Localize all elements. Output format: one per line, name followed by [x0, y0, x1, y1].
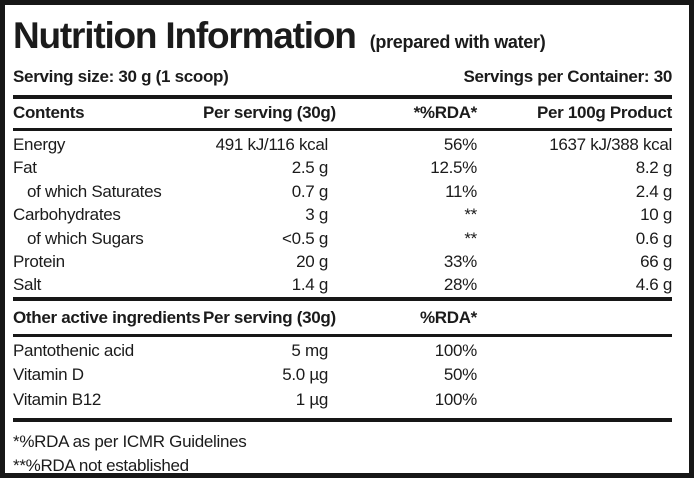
row-name: of which Sugars [27, 228, 144, 248]
table-row: Fat 2.5 g 12.5% 8.2 g [13, 156, 672, 179]
header-contents: Contents [13, 103, 85, 122]
header-per-100g: Per 100g Product [536, 103, 672, 122]
row-rda: 11% [445, 181, 477, 201]
row-name: of which Saturates [27, 181, 162, 201]
title-row: Nutrition Information (prepared with wat… [13, 15, 672, 63]
row-name: Pantothenic acid [13, 340, 134, 360]
row-name: Protein [13, 251, 65, 271]
section-divider [13, 418, 672, 423]
serving-row: Serving size: 30 g (1 scoop) Servings pe… [13, 65, 672, 89]
row-per-serving: 3 g [305, 205, 328, 225]
main-table-header: Contents Per serving (30g) *%RDA* Per 10… [13, 99, 672, 128]
table-row: Energy 491 kJ/116 kcal 56% 1637 kJ/388 k… [13, 133, 672, 156]
row-per-100g: 2.4 g [635, 181, 673, 201]
row-per-serving: 20 g [296, 251, 328, 271]
row-per-100g: 8.2 g [635, 158, 673, 178]
row-rda: 100% [434, 389, 478, 409]
header-other-ingredients: Other active ingredients [13, 307, 201, 327]
header-divider [13, 333, 672, 337]
header-rda: %RDA* [419, 307, 477, 327]
page-title: Nutrition Information [13, 15, 357, 56]
row-per-100g: 0.6 g [635, 228, 673, 248]
row-rda: 28% [443, 275, 477, 295]
table-row: Protein 20 g 33% 66 g [13, 250, 672, 273]
row-rda: 33% [443, 251, 477, 271]
row-name: Salt [13, 275, 42, 295]
row-rda: 56% [443, 135, 477, 154]
row-per-serving: 5.0 µg [282, 365, 328, 385]
table-row: of which Sugars <0.5 g ** 0.6 g [13, 227, 672, 250]
row-spacer [477, 339, 672, 364]
other-table-body: Pantothenic acid 5 mg 100% Vitamin D 5.0… [13, 339, 672, 413]
header-spacer [477, 308, 672, 328]
table-row: Salt 1.4 g 28% 4.6 g [13, 273, 672, 296]
row-per-serving: <0.5 g [282, 228, 328, 248]
footnotes: *%RDA as per ICMR Guidelines **%RDA not … [13, 430, 672, 476]
row-per-serving: 491 kJ/116 kcal [215, 135, 329, 154]
header-rda: *%RDA* [413, 103, 478, 122]
header-per-serving: Per serving (30g) [203, 103, 336, 122]
table-row: of which Saturates 0.7 g 11% 2.4 g [13, 180, 672, 203]
table-row: Vitamin B12 1 µg 100% [13, 388, 672, 413]
row-name: Energy [13, 135, 66, 154]
section-divider [13, 95, 672, 99]
row-per-100g: 66 g [640, 251, 672, 271]
row-rda: 50% [443, 365, 477, 385]
servings-per-container-text: Servings per Container: 30 [463, 67, 672, 86]
row-per-serving: 2.5 g [291, 158, 329, 178]
table-row: Vitamin D 5.0 µg 50% [13, 363, 672, 388]
footnote-icmr: *%RDA as per ICMR Guidelines [13, 432, 247, 452]
header-per-serving: Per serving (30g) [203, 307, 336, 327]
other-table-header: Other active ingredients Per serving (30… [13, 301, 672, 334]
section-divider [13, 296, 672, 301]
row-rda: ** [464, 228, 477, 248]
row-name: Vitamin D [13, 365, 84, 385]
row-spacer [477, 388, 672, 413]
footnote-not-established: **%RDA not established [13, 456, 189, 476]
table-row: Carbohydrates 3 g ** 10 g [13, 203, 672, 226]
row-per-100g: 1637 kJ/388 kcal [549, 135, 672, 154]
main-table-body: Energy 491 kJ/116 kcal 56% 1637 kJ/388 k… [13, 133, 672, 297]
row-rda: ** [464, 205, 477, 225]
table-row: Pantothenic acid 5 mg 100% [13, 339, 672, 364]
row-per-100g: 10 g [640, 205, 672, 225]
row-per-serving: 1 µg [295, 389, 329, 409]
row-per-serving: 5 mg [291, 340, 328, 360]
row-spacer [477, 363, 672, 388]
row-per-serving: 0.7 g [291, 181, 329, 201]
row-per-100g: 4.6 g [635, 275, 673, 295]
row-per-serving: 1.4 g [291, 275, 329, 295]
row-rda: 100% [434, 340, 478, 360]
row-rda: 12.5% [430, 158, 477, 178]
row-name: Vitamin B12 [13, 389, 102, 409]
row-name: Fat [13, 158, 37, 178]
header-divider [13, 128, 672, 131]
title-subtitle: (prepared with water) [369, 32, 546, 52]
row-name: Carbohydrates [13, 205, 121, 225]
serving-size-text: Serving size: 30 g (1 scoop) [13, 67, 229, 86]
